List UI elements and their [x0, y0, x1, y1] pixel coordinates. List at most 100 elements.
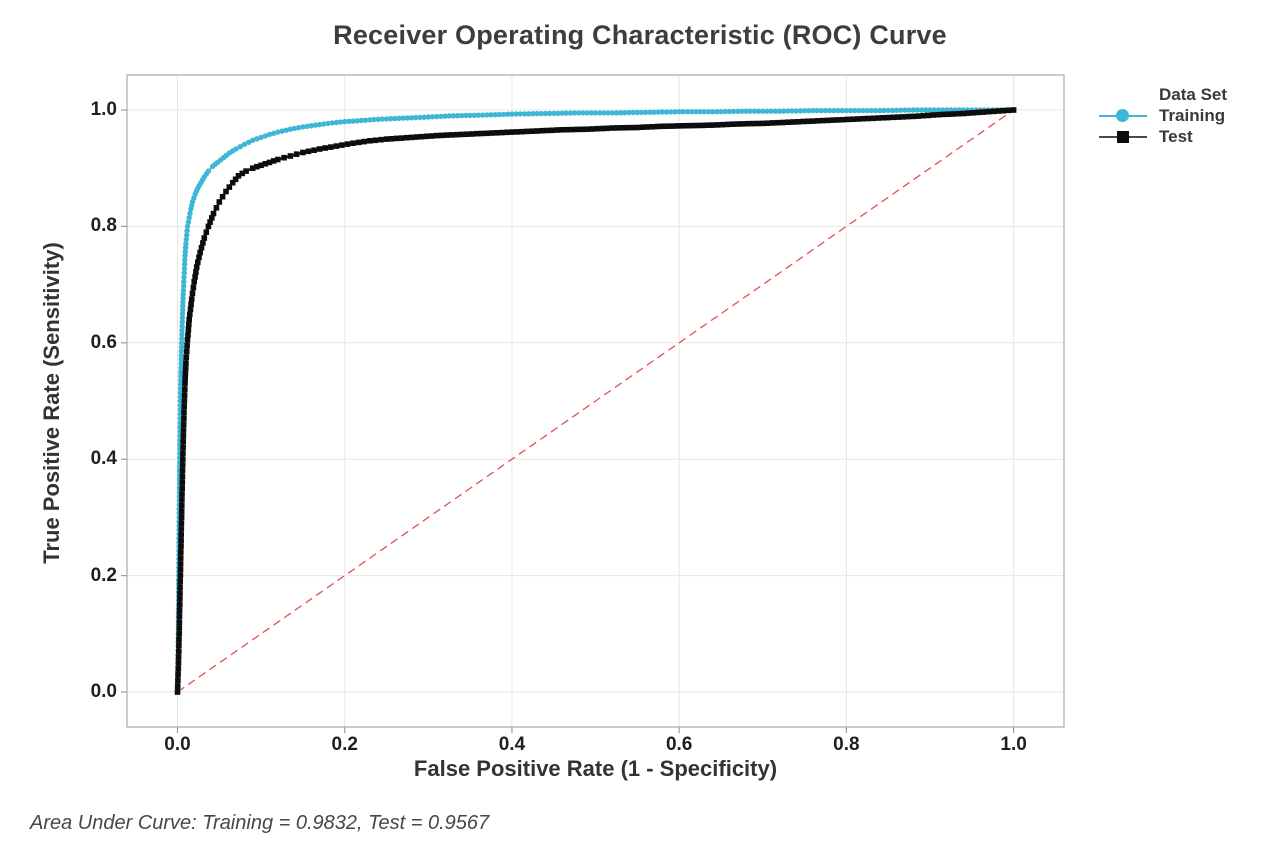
training-point-marker [182, 248, 188, 255]
training-point-marker [177, 385, 184, 392]
training-point-marker [555, 110, 561, 117]
test-point-marker [534, 128, 540, 134]
test-point-marker [179, 485, 185, 492]
training-point-marker [181, 265, 188, 272]
training-point-marker [751, 108, 758, 114]
training-point-marker [346, 118, 352, 125]
test-point-marker [355, 139, 362, 146]
training-point-marker [735, 108, 741, 115]
test-point-marker [316, 146, 323, 152]
test-point-marker [443, 132, 450, 138]
training-point-marker [329, 120, 335, 126]
training-point-marker [546, 110, 553, 117]
legend-label-training: Training [1159, 105, 1226, 125]
test-point-marker [178, 520, 185, 526]
training-point-marker [245, 139, 252, 145]
test-point-marker [855, 116, 861, 122]
chance-diagonal-line [177, 109, 1014, 693]
training-point-marker [613, 110, 620, 116]
training-point-marker [726, 108, 732, 115]
training-point-marker [396, 115, 402, 122]
test-point-marker [177, 567, 184, 573]
test-point-marker [810, 118, 816, 124]
training-point-marker [902, 107, 908, 113]
legend-item-test[interactable]: Test [1093, 126, 1227, 147]
training-point-marker [923, 107, 929, 113]
training-point-marker [638, 109, 645, 116]
test-point-marker [870, 115, 876, 122]
test-point-marker [423, 133, 430, 140]
test-point-marker [175, 654, 182, 660]
training-point-marker [592, 110, 599, 116]
training-point-marker [914, 107, 921, 113]
training-point-marker [517, 111, 523, 117]
test-point-marker [669, 123, 676, 129]
training-point-marker [250, 137, 256, 143]
test-point-marker [529, 128, 535, 134]
test-point-marker [880, 115, 886, 121]
test-point-marker [770, 120, 776, 126]
test-point-marker [569, 126, 575, 133]
training-point-marker [534, 110, 540, 117]
test-point-marker [176, 648, 182, 655]
test-point-marker [180, 444, 186, 451]
test-point-marker [176, 631, 182, 637]
test-point-marker [905, 113, 912, 120]
test-point-marker [350, 140, 356, 146]
test-point-marker [182, 380, 188, 387]
test-point-marker [184, 342, 190, 349]
test-point-marker [865, 115, 871, 122]
training-point-marker [178, 365, 184, 371]
test-point-marker [184, 337, 191, 343]
test-point-marker [749, 120, 756, 127]
training-point-marker [526, 111, 532, 117]
test-point-marker [177, 590, 183, 596]
training-point-marker [910, 107, 916, 113]
test-point-marker [180, 433, 187, 439]
training-point-marker [178, 352, 184, 358]
training-point-marker [797, 108, 804, 114]
training-point-marker [814, 107, 820, 114]
training-point-marker [789, 108, 795, 114]
training-point-marker [605, 110, 611, 116]
test-point-marker [176, 636, 182, 643]
training-point-marker [718, 108, 724, 115]
training-point-marker [181, 279, 187, 285]
test-point-marker [186, 321, 192, 328]
training-point-marker [872, 107, 879, 114]
training-point-marker [680, 109, 686, 115]
training-point-marker [180, 283, 187, 289]
training-point-marker [178, 344, 185, 350]
test-point-marker [679, 123, 686, 129]
test-point-marker [990, 108, 997, 115]
training-point-marker [333, 119, 340, 126]
training-point-marker [254, 136, 260, 142]
test-point-marker [180, 427, 187, 433]
training-point-marker [655, 109, 661, 115]
training-point-marker [668, 109, 674, 115]
training-point-marker [187, 210, 193, 216]
test-point-marker [464, 131, 470, 137]
test-point-marker [950, 111, 957, 117]
test-point-marker [181, 398, 188, 404]
training-point-marker [183, 241, 189, 247]
test-point-marker [209, 215, 215, 221]
training-point-marker [291, 125, 298, 132]
test-point-marker [674, 123, 681, 129]
test-point-marker [544, 127, 550, 134]
test-point-marker [519, 128, 525, 135]
training-point-marker [781, 108, 787, 114]
test-point-marker [203, 229, 210, 235]
test-point-marker [181, 415, 187, 422]
training-point-marker [818, 107, 824, 114]
training-point-marker [743, 108, 749, 114]
training-point-marker [801, 108, 808, 114]
test-point-marker [232, 176, 239, 183]
training-point-marker [776, 108, 783, 114]
training-point-marker [308, 123, 314, 129]
training-point-marker [567, 110, 574, 116]
test-point-marker [489, 130, 495, 136]
legend-item-training[interactable]: Training [1093, 105, 1227, 126]
training-point-marker [258, 134, 264, 141]
test-point-marker [176, 625, 183, 631]
